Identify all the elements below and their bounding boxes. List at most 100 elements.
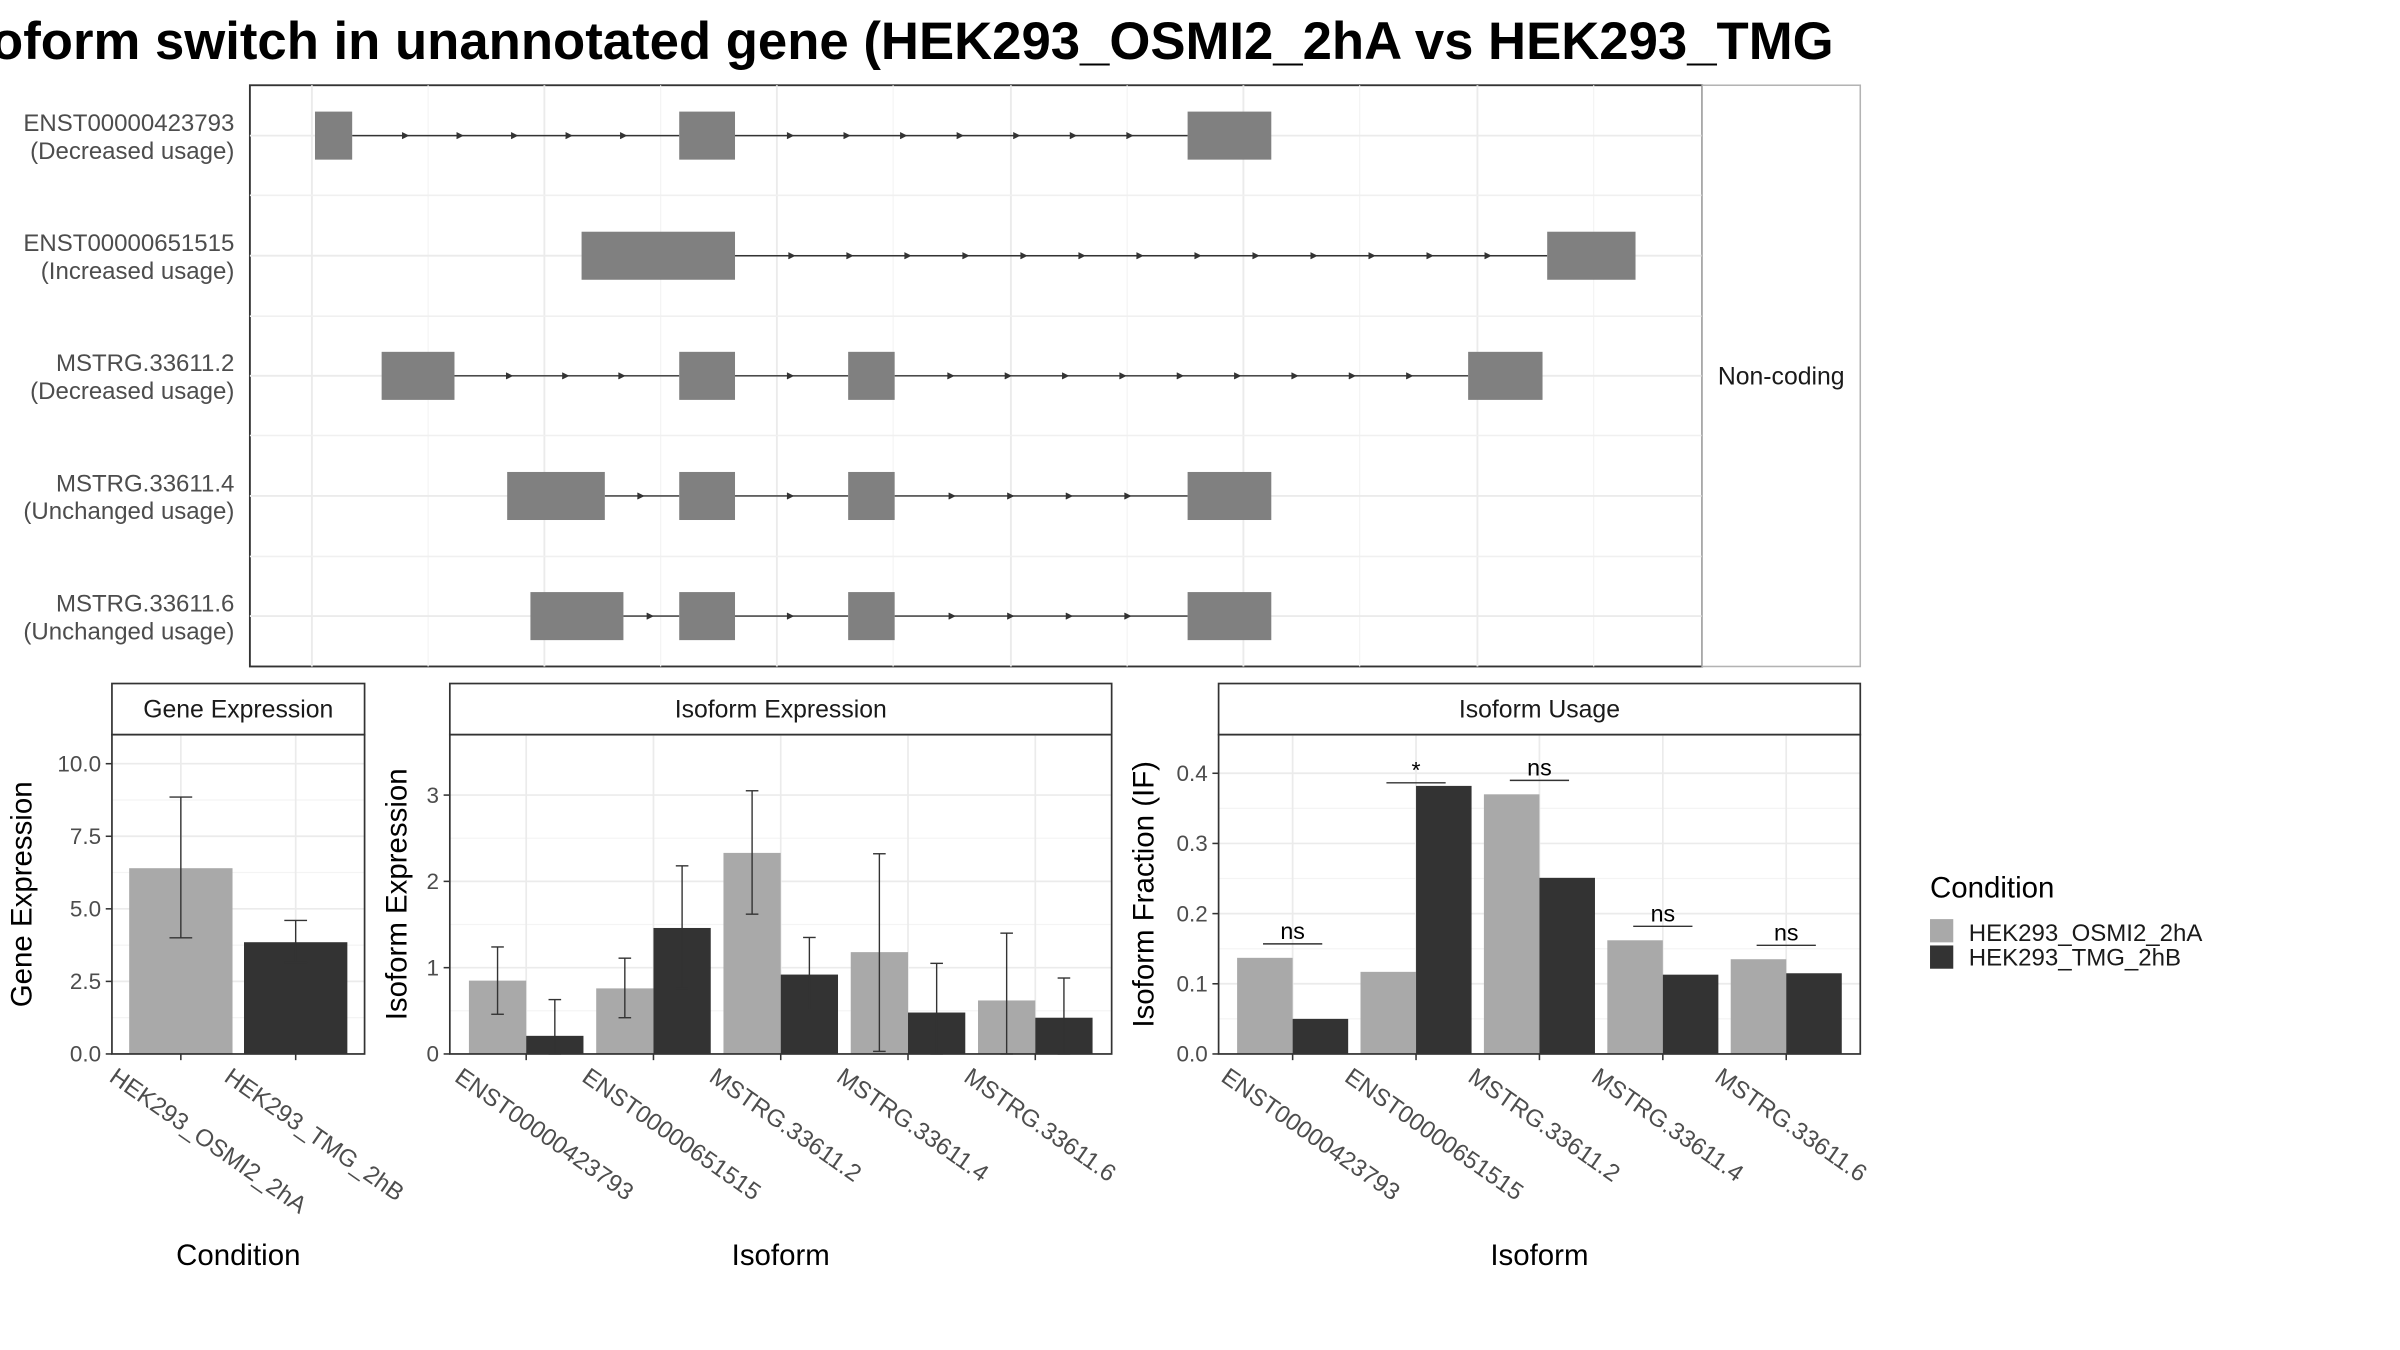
intron-direction-arrow — [1013, 132, 1021, 140]
intron-direction-arrow — [1348, 372, 1357, 380]
gene-expression-panel: Gene Expression 0.0 2.5 5.0 7.5 10.0 HEK293_OS… — [5, 682, 409, 1272]
intron-direction-arrow — [1126, 132, 1134, 140]
isoform-expression-panel: Isoform Expression0123ENST00000423793ENS… — [380, 682, 1121, 1272]
intron-direction-arrow — [1136, 252, 1144, 260]
exon-block — [581, 231, 736, 280]
transcript-labels: ENST00000423793(Decreased usage) ENST0000… — [23, 110, 234, 645]
transcript-usage-label: (Increased usage) — [41, 258, 235, 285]
significance-label: ns — [1527, 755, 1552, 781]
intron-direction-arrow — [1310, 252, 1318, 260]
y-tick-label: 2.5 — [70, 969, 101, 994]
transcript-name-label: MSTRG.33611.6 — [56, 590, 234, 617]
y-tick-label: 0 — [426, 1042, 439, 1067]
y-axis-title: Gene Expression — [5, 781, 38, 1007]
gene-structure-panel: ENST00000423793(Decreased usage) ENST0000… — [23, 84, 1862, 668]
intron-direction-arrow — [1426, 252, 1434, 260]
panel-strip-title: Gene Expression — [143, 697, 333, 724]
transcript-row — [314, 111, 1272, 160]
intron-direction-arrow — [619, 132, 628, 140]
intron-direction-arrow — [962, 252, 970, 260]
x-axis-title: Isoform — [732, 1239, 830, 1272]
y-axis-title: Isoform Expression — [380, 768, 413, 1020]
transcript-row — [381, 351, 1543, 400]
panel-frame — [448, 733, 1113, 1055]
x-axis-title: Condition — [176, 1239, 300, 1272]
transcript-name-label: ENST00000423793 — [23, 110, 234, 137]
isoform-usage-panel: Isoform Usage0.00.10.20.30.4nsENST000004… — [1128, 682, 1872, 1272]
data-bar — [1292, 1018, 1349, 1054]
exon-block — [848, 351, 895, 400]
exon-block — [679, 471, 736, 521]
intron-direction-arrow — [1233, 372, 1242, 380]
intron-direction-arrow — [846, 252, 854, 260]
exon-block — [1187, 111, 1272, 160]
intron-direction-arrow — [565, 132, 573, 140]
transcript-row — [530, 592, 1272, 641]
intron-direction-arrow — [1119, 372, 1127, 380]
intron-direction-arrow — [510, 132, 519, 140]
data-bar — [1416, 785, 1472, 1054]
x-axis-title: Isoform — [1490, 1239, 1588, 1272]
intron-direction-arrow — [843, 132, 851, 140]
legend-label-b: HEK293_TMG_2hB — [1969, 945, 2181, 972]
exon-block — [679, 111, 736, 160]
intron-direction-arrow — [947, 372, 955, 380]
intron-direction-arrow — [1124, 492, 1132, 500]
significance-label: * — [1412, 757, 1421, 783]
significance-label: ns — [1774, 920, 1799, 946]
transcript-usage-label: (Decreased usage) — [30, 138, 234, 165]
panel-strip — [448, 682, 1113, 736]
y-tick-label: 0.1 — [1176, 972, 1207, 997]
intron-direction-arrow — [1065, 492, 1074, 500]
transcript-name-label: ENST00000651515 — [23, 230, 234, 257]
intron-direction-arrow — [1065, 612, 1074, 620]
intron-direction-arrow — [505, 372, 514, 380]
intron-direction-arrow — [1069, 132, 1078, 140]
intron-direction-arrow — [456, 132, 464, 140]
transcript-row — [581, 231, 1636, 280]
significance-label: ns — [1280, 918, 1305, 944]
exon-block — [1468, 351, 1543, 400]
intron-direction-arrow — [1006, 612, 1015, 620]
y-tick-label: 2 — [426, 869, 439, 894]
transcript-usage-label: (Unchanged usage) — [23, 498, 234, 525]
y-tick-label: 10.0 — [57, 751, 101, 776]
intron-direction-arrow — [1368, 252, 1376, 260]
intron-direction-arrow — [956, 132, 964, 140]
y-tick-label: 0.0 — [70, 1042, 101, 1067]
intron-direction-arrow — [1194, 252, 1202, 260]
transcript-name-label: MSTRG.33611.4 — [56, 470, 234, 497]
intron-direction-arrow — [1124, 612, 1132, 620]
transcript-name-label: MSTRG.33611.2 — [56, 350, 234, 377]
y-tick-label: 0.3 — [1176, 831, 1207, 856]
intron-direction-arrow — [1061, 372, 1070, 380]
intron-direction-arrow — [1484, 252, 1492, 260]
exon-block — [848, 592, 895, 641]
intron-direction-arrow — [948, 492, 956, 500]
intron-direction-arrow — [904, 252, 912, 260]
intron-direction-arrow — [786, 132, 795, 140]
intron-direction-arrow — [899, 132, 908, 140]
intron-direction-arrow — [1176, 372, 1184, 380]
panel-frame — [111, 733, 366, 1055]
transcript-row — [507, 471, 1272, 521]
legend-title: Condition — [1930, 871, 2054, 904]
intron-direction-arrow — [1405, 372, 1414, 380]
y-axis-title: Isoform Fraction (IF) — [1128, 761, 1161, 1028]
y-tick-label: 7.5 — [70, 824, 101, 849]
exon-block — [679, 351, 736, 400]
exon-block — [314, 111, 353, 160]
transcript-usage-label: (Unchanged usage) — [23, 618, 234, 645]
exon-block — [1547, 231, 1636, 280]
title-crop-mask — [1871, 0, 2400, 78]
panel-frame — [1217, 733, 1862, 1055]
intron-direction-arrow — [1252, 252, 1260, 260]
intron-direction-arrow — [1020, 252, 1028, 260]
panel-strip — [1217, 682, 1862, 736]
intron-direction-arrow — [637, 492, 645, 500]
non-coding-strip-label: Non-coding — [1718, 363, 1845, 390]
data-bar — [1360, 971, 1417, 1054]
data-bar — [1786, 973, 1842, 1054]
legend-swatch-b — [1930, 945, 1954, 969]
y-tick-label: 0.2 — [1176, 901, 1207, 926]
